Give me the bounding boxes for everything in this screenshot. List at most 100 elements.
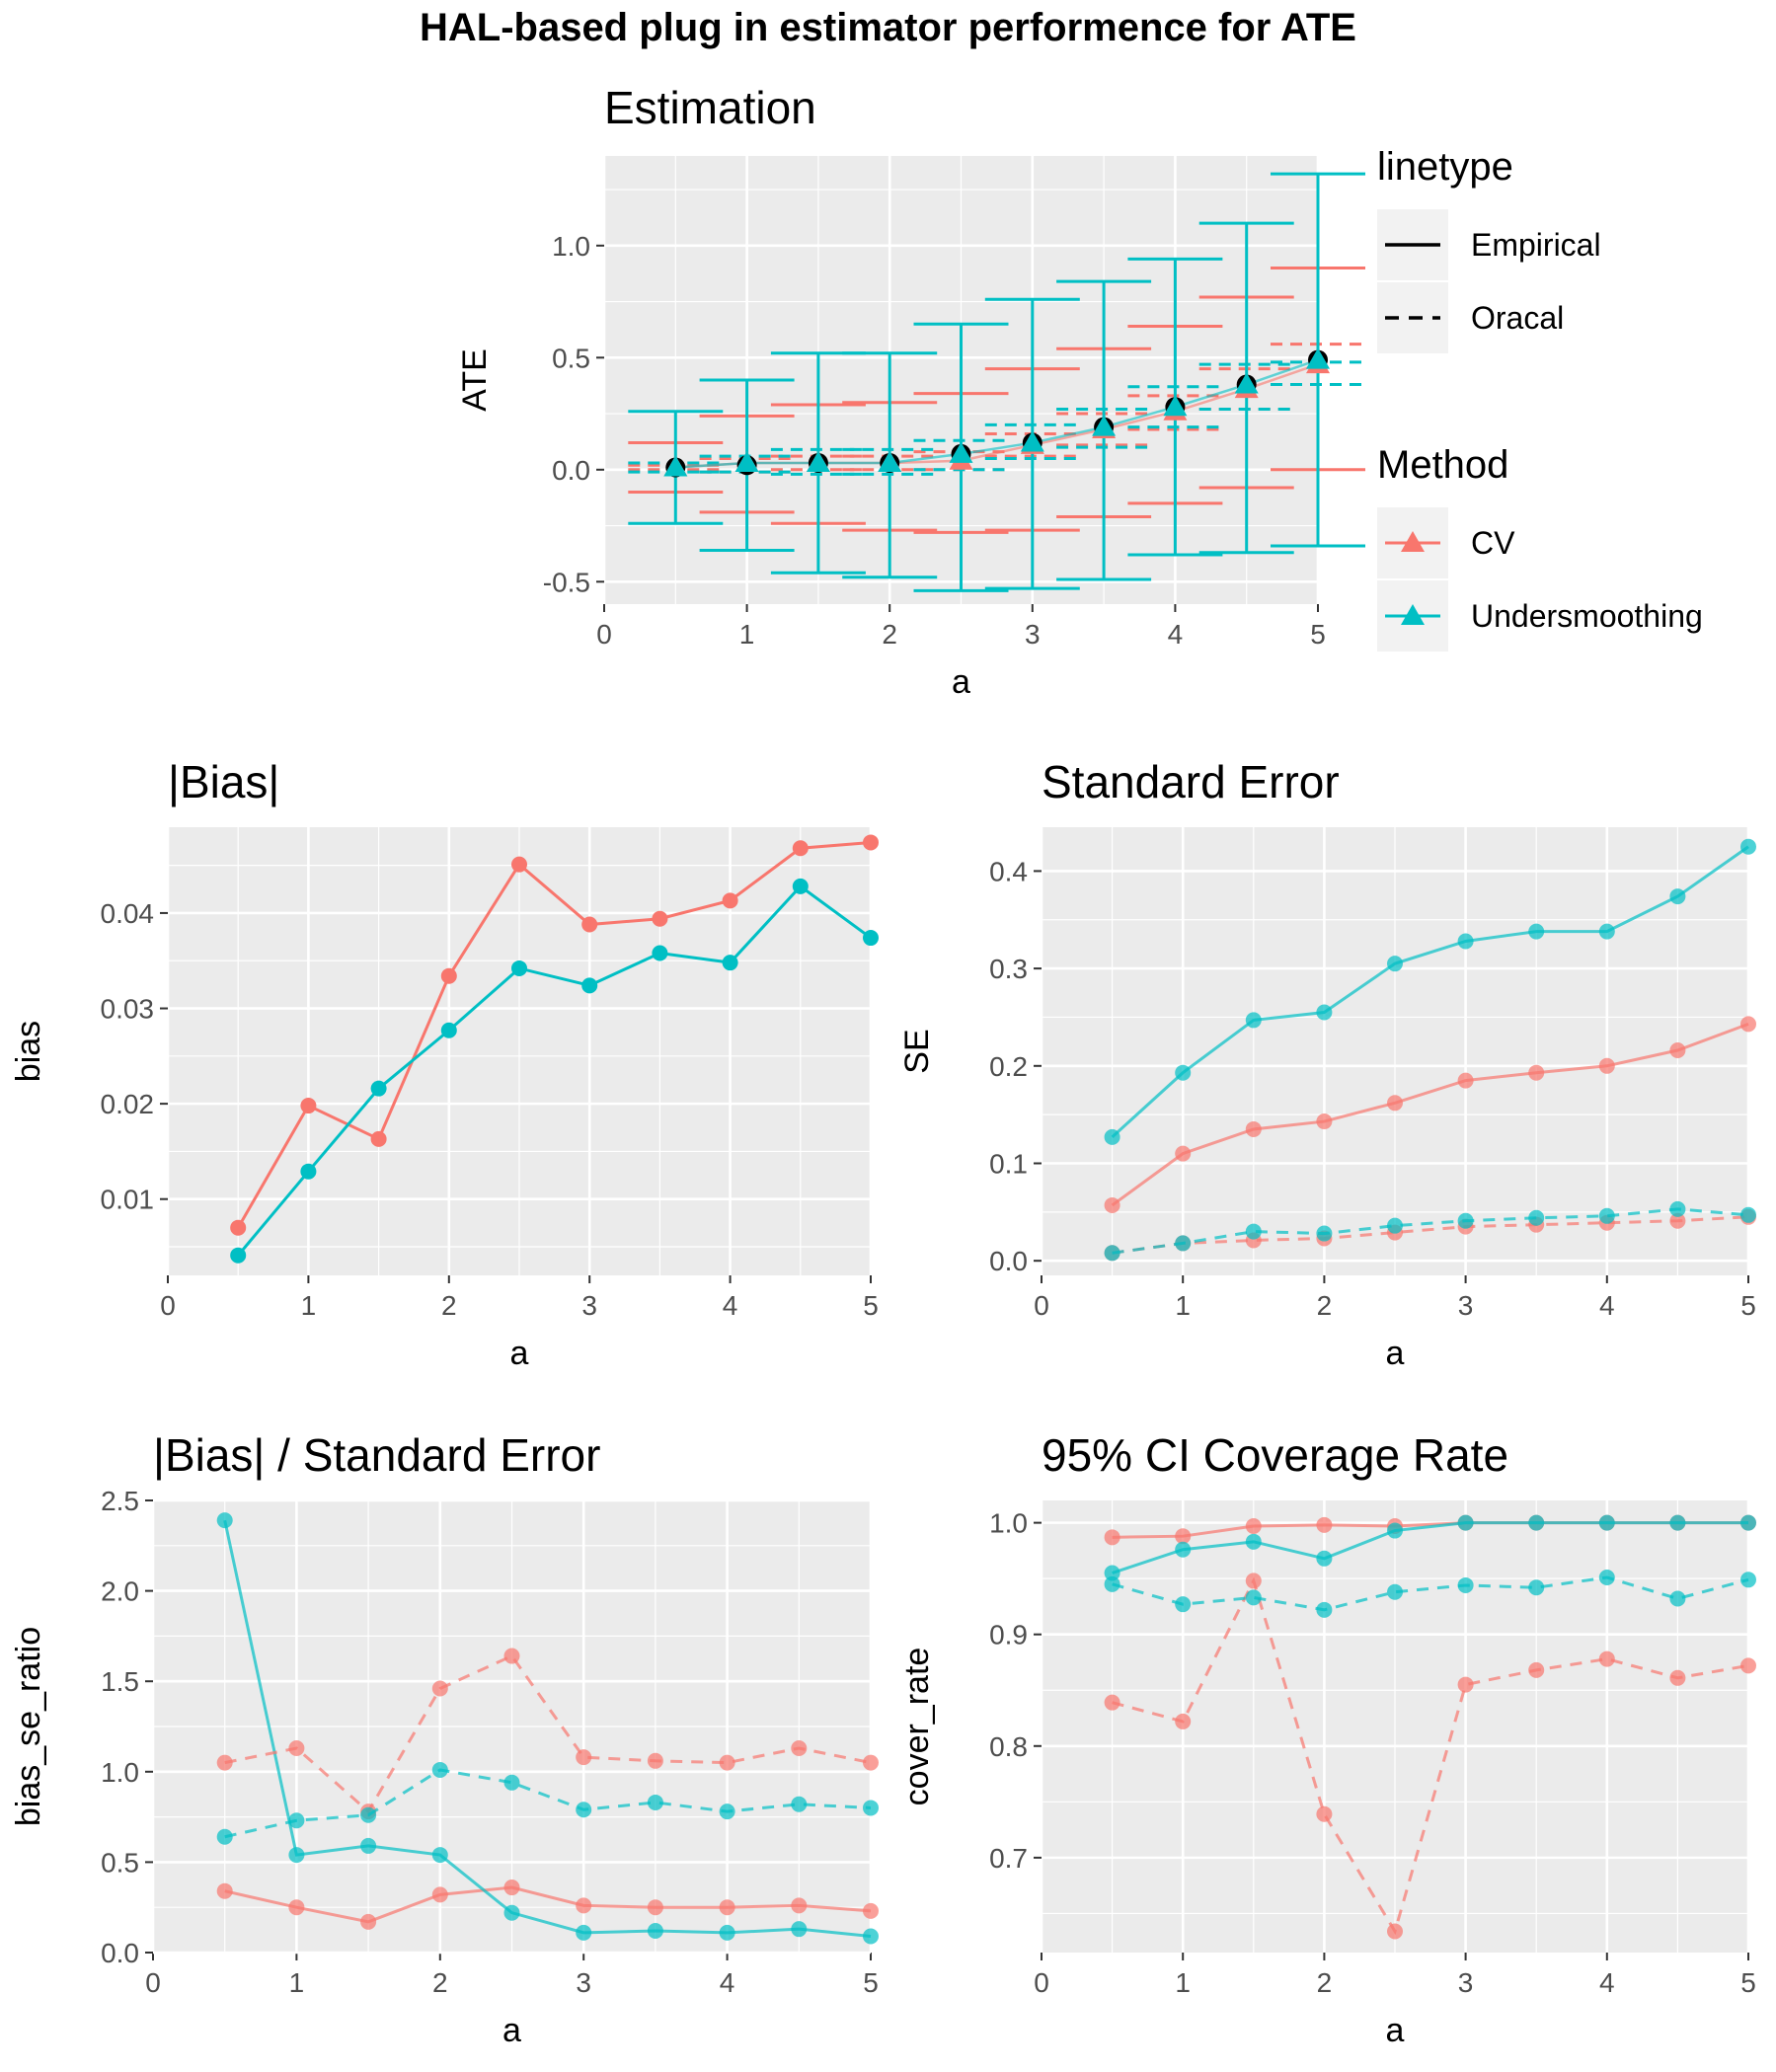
x-axis-title: a	[510, 1335, 529, 1372]
x-tick-label: 5	[1310, 619, 1326, 650]
data-point	[719, 1924, 735, 1941]
data-point	[647, 1794, 663, 1810]
y-tick-label: 0.8	[989, 1731, 1028, 1762]
data-point	[503, 1904, 520, 1921]
x-tick-label: 0	[596, 619, 612, 650]
data-point	[1387, 1923, 1403, 1940]
y-axis-title: bias	[10, 1021, 47, 1082]
x-axis-title: a	[952, 663, 970, 701]
series-line	[223, 1519, 872, 1939]
data-point	[1740, 1514, 1756, 1531]
legend-linetype-label: Empirical	[1471, 227, 1601, 263]
data-point	[1669, 1212, 1686, 1229]
series-line	[237, 883, 872, 1257]
x-tick-label: 4	[1168, 619, 1184, 650]
data-point	[1528, 1514, 1545, 1531]
x-tick-label: 1	[1175, 1290, 1191, 1321]
estimate-triangle	[1092, 415, 1117, 436]
data-point	[1316, 1225, 1333, 1242]
y-tick-label: 0.0	[552, 455, 590, 486]
data-point	[431, 1761, 448, 1778]
y-tick-label: 0.5	[101, 1847, 139, 1878]
legend: linetype Empirical Oracal Method CV Undersmoo…	[1377, 145, 1703, 652]
x-tick-label: 4	[1599, 1967, 1615, 1998]
data-point	[1740, 1572, 1756, 1588]
data-point	[1245, 1573, 1262, 1589]
data-point	[503, 1880, 520, 1896]
y-tick-label: 0.01	[101, 1185, 155, 1215]
y-tick-label: 0.2	[989, 1051, 1028, 1082]
data-point	[1740, 1016, 1756, 1033]
data-point	[300, 1163, 317, 1180]
data-point	[1316, 1601, 1333, 1618]
estimate-triangle	[1234, 372, 1259, 394]
data-point	[1387, 956, 1403, 972]
x-tick-label: 5	[863, 1290, 879, 1321]
y-tick-label: 2.0	[101, 1576, 139, 1607]
data-point	[216, 1512, 233, 1529]
data-point	[230, 1247, 247, 1264]
x-axis-title: a	[1386, 1335, 1405, 1372]
data-point	[576, 1924, 592, 1941]
x-tick-label: 2	[1317, 1290, 1333, 1321]
series-line	[1111, 845, 1749, 1138]
y-axis-title: cover_rate	[898, 1648, 936, 1806]
y-tick-label: 0.0	[989, 1246, 1028, 1276]
data-point	[1104, 1565, 1120, 1581]
data-point	[652, 945, 668, 961]
x-tick-label: 2	[1317, 1967, 1333, 1998]
x-tick-label: 2	[882, 619, 897, 650]
x-tick-label: 4	[720, 1967, 735, 1998]
data-point	[1104, 1694, 1120, 1711]
x-tick-label: 5	[863, 1967, 879, 1998]
x-tick-label: 5	[1740, 1967, 1756, 1998]
data-point	[511, 959, 527, 976]
data-point	[863, 930, 879, 947]
data-point	[440, 967, 457, 984]
series-line	[1112, 1576, 1749, 1936]
data-point	[1245, 1518, 1262, 1535]
estimate-triangle	[663, 455, 688, 477]
data-point	[1245, 1012, 1262, 1029]
legend-method-label: Undersmoothing	[1471, 598, 1703, 634]
data-point	[1175, 1541, 1192, 1558]
data-point	[431, 1886, 448, 1903]
data-point	[863, 1902, 879, 1919]
series-line	[1112, 1521, 1748, 1574]
data-point	[216, 1828, 233, 1845]
legend-method-title: Method	[1377, 443, 1508, 487]
data-point	[1669, 1514, 1686, 1531]
y-tick-label: 1.0	[552, 231, 590, 262]
x-tick-label: 3	[1458, 1967, 1474, 1998]
data-point	[1175, 1064, 1192, 1081]
y-tick-label: 0.9	[989, 1620, 1028, 1650]
data-point	[576, 1749, 592, 1766]
data-point	[1175, 1596, 1192, 1613]
y-axis-title: SE	[898, 1029, 936, 1073]
data-point	[1104, 1245, 1120, 1262]
data-point	[792, 878, 809, 894]
data-point	[1387, 1217, 1403, 1234]
ratio-chart: 0 1 2 3 4 5 0.0 0.5 1.0 1.5 2.0 2.5 a bias_se_ratio |B…	[10, 1429, 879, 2049]
legend-linetype-title: linetype	[1377, 145, 1513, 189]
panel-title: 95% CI Coverage Rate	[1042, 1429, 1508, 1481]
figure-title: HAL-based plug in estimator performence …	[419, 6, 1356, 49]
series-line	[1112, 1575, 1749, 1612]
data-point	[1104, 1575, 1120, 1592]
data-point	[503, 1774, 520, 1791]
x-tick-label: 0	[145, 1967, 161, 1998]
data-point	[1528, 1579, 1545, 1596]
y-tick-label: 0.7	[989, 1843, 1028, 1874]
series-line	[1112, 1215, 1749, 1255]
coverage-chart: 0 1 2 3 4 5 0.7 0.8 0.9 1.0 a cover_rate 95% CI Cove…	[898, 1429, 1756, 2049]
data-point	[791, 1921, 808, 1938]
data-point	[431, 1847, 448, 1864]
data-point	[288, 1847, 305, 1864]
y-tick-label: 0.4	[989, 856, 1028, 886]
series-line	[1112, 1207, 1749, 1255]
x-tick-label: 1	[1175, 1967, 1191, 1998]
legend-method-label: CV	[1471, 525, 1515, 561]
data-point	[288, 1812, 305, 1829]
data-point	[652, 910, 668, 927]
y-axis-title: ATE	[456, 348, 494, 412]
